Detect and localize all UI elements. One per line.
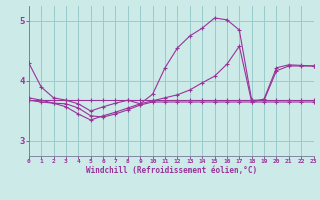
X-axis label: Windchill (Refroidissement éolien,°C): Windchill (Refroidissement éolien,°C)	[86, 166, 257, 175]
